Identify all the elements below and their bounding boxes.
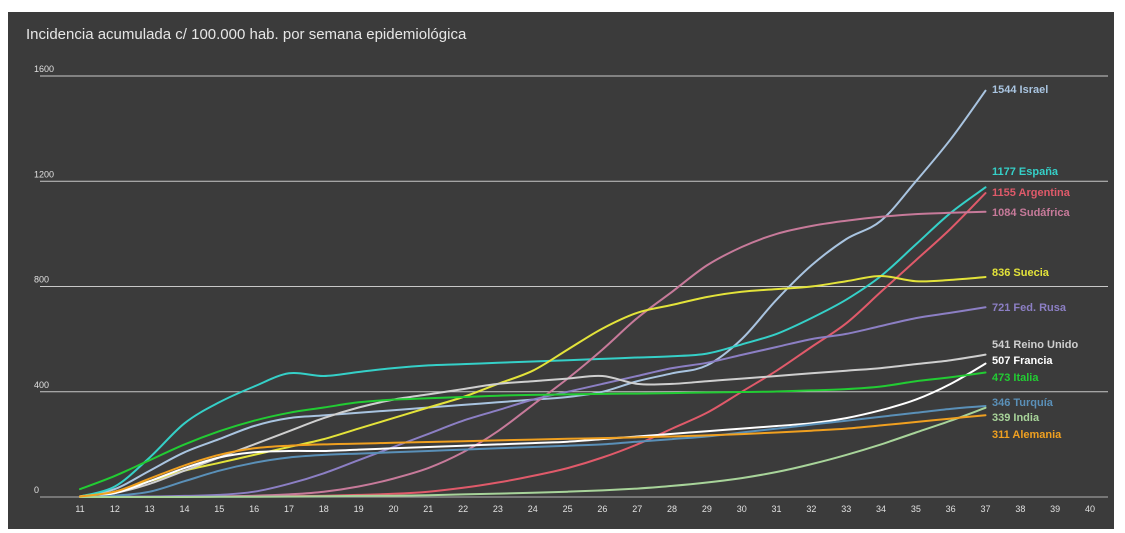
- x-tick-label-22: 22: [458, 504, 468, 514]
- x-tick-label-39: 39: [1050, 504, 1060, 514]
- x-tick-label-38: 38: [1015, 504, 1025, 514]
- x-tick-label-31: 31: [772, 504, 782, 514]
- series-line-alemania: [79, 414, 987, 498]
- y-axis-ticks: 0 400 800 1200 1600: [34, 64, 54, 495]
- x-tick-label-26: 26: [597, 504, 607, 514]
- series-line-israel: [79, 89, 987, 498]
- x-tick-label-36: 36: [946, 504, 956, 514]
- series-label-sudafrica: 1084 Sudáfrica: [992, 207, 1071, 219]
- series-label-india: 339 India: [992, 412, 1040, 424]
- x-tick-label-37: 37: [981, 504, 991, 514]
- x-axis-ticks: 11 12 13 14 15 16 17 18 19 20 21 22 23 24 25 26 27 28 29 30…: [75, 504, 1095, 514]
- series-label-francia: 507 Francia: [992, 355, 1053, 367]
- y-tick-label-0: 0: [34, 485, 39, 495]
- x-tick-label-20: 20: [388, 504, 398, 514]
- series-line-fed-rusa: [79, 306, 987, 498]
- x-tick-label-18: 18: [319, 504, 329, 514]
- grid-lines: [40, 75, 1108, 498]
- x-tick-label-34: 34: [876, 504, 886, 514]
- chart-title: Incidencia acumulada c/ 100.000 hab. por…: [26, 26, 467, 43]
- x-tick-label-12: 12: [110, 504, 120, 514]
- x-tick-label-40: 40: [1085, 504, 1095, 514]
- x-tick-label-35: 35: [911, 504, 921, 514]
- series-lines: [79, 89, 987, 499]
- series-label-fed-rusa: 721 Fed. Rusa: [992, 302, 1067, 314]
- series-label-reino-unido: 541 Reino Unido: [992, 339, 1078, 351]
- series-line-francia: [79, 362, 987, 498]
- y-tick-label-1600: 1600: [34, 64, 54, 74]
- series-label-argentina: 1155 Argentina: [992, 187, 1071, 199]
- series-line-india: [79, 406, 987, 499]
- x-tick-label-13: 13: [145, 504, 155, 514]
- series-end-labels: 1544 Israel 1177 España 1155 Argentina 1084…: [992, 84, 1078, 441]
- x-tick-label-21: 21: [423, 504, 433, 514]
- series-line-argentina: [79, 192, 987, 499]
- x-tick-label-16: 16: [249, 504, 259, 514]
- y-tick-label-1200: 1200: [34, 169, 54, 179]
- series-label-turquia: 346 Turquía: [992, 397, 1054, 409]
- x-tick-label-19: 19: [354, 504, 364, 514]
- series-label-alemania: 311 Alemania: [992, 429, 1062, 441]
- series-line-espana: [79, 186, 987, 498]
- x-tick-label-23: 23: [493, 504, 503, 514]
- series-line-suecia: [79, 275, 987, 498]
- x-tick-label-11: 11: [75, 504, 84, 514]
- x-tick-label-32: 32: [806, 504, 816, 514]
- y-tick-label-800: 800: [34, 275, 49, 285]
- series-label-suecia: 836 Suecia: [992, 267, 1050, 279]
- series-label-italia: 473 Italia: [992, 372, 1039, 384]
- x-tick-label-28: 28: [667, 504, 677, 514]
- series-label-espana: 1177 España: [992, 166, 1059, 178]
- series-line-turquia: [79, 405, 987, 498]
- x-tick-label-17: 17: [284, 504, 294, 514]
- x-tick-label-24: 24: [528, 504, 538, 514]
- x-tick-label-14: 14: [179, 504, 189, 514]
- series-line-italia: [79, 371, 987, 491]
- series-label-israel: 1544 Israel: [992, 84, 1048, 96]
- x-tick-label-33: 33: [841, 504, 851, 514]
- x-tick-label-25: 25: [563, 504, 573, 514]
- y-tick-label-400: 400: [34, 380, 49, 390]
- x-tick-label-29: 29: [702, 504, 712, 514]
- x-tick-label-15: 15: [214, 504, 224, 514]
- x-tick-label-27: 27: [632, 504, 642, 514]
- x-tick-label-30: 30: [737, 504, 747, 514]
- series-line-reino-unido: [79, 353, 987, 498]
